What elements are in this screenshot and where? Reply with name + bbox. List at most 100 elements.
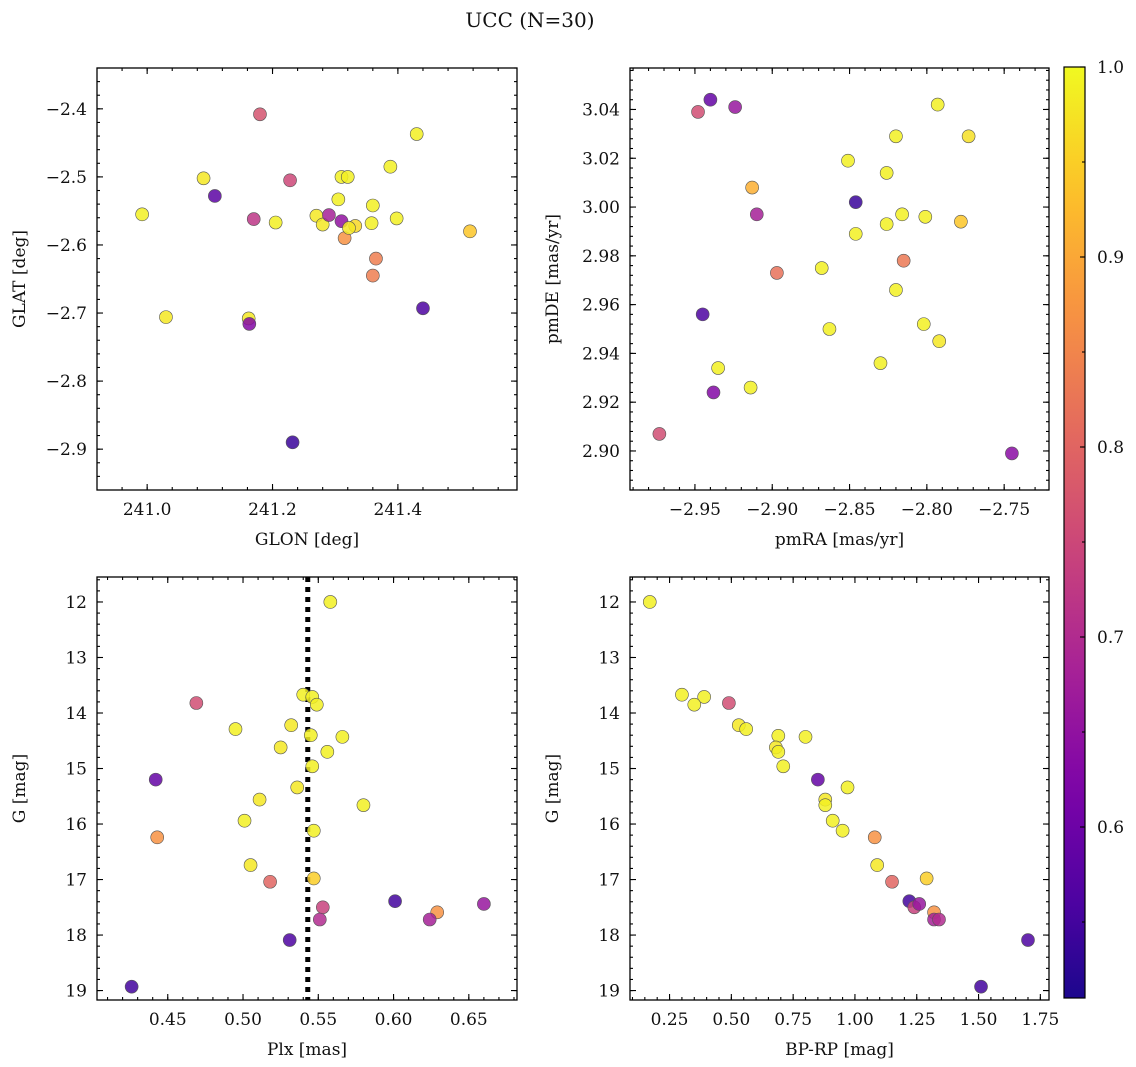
x-tick-label: 0.65: [450, 1010, 488, 1030]
axes-frame: [96, 67, 518, 491]
data-point: [366, 198, 380, 213]
colorbar-tick-label: 0.8: [1097, 438, 1124, 458]
y-tick-label: 18: [65, 926, 87, 946]
y-tick-label: 13: [598, 648, 620, 668]
data-point: [335, 730, 350, 744]
y-tick-label: 19: [65, 982, 87, 1002]
figure-title: UCC (N=30): [465, 8, 594, 32]
axes-frame: [629, 67, 1050, 491]
data-point: [366, 268, 380, 283]
data-point: [148, 772, 163, 787]
data-point: [150, 830, 165, 845]
y-axis-label: G [mag]: [10, 754, 30, 823]
y-tick-label: 13: [65, 648, 87, 668]
data-point: [268, 215, 283, 230]
data-point: [675, 687, 689, 702]
data-point: [932, 334, 947, 349]
data-point: [306, 823, 321, 838]
y-tick-label: −2.6: [46, 236, 87, 256]
data-point: [879, 217, 894, 231]
panel-plx-g: 0.45 0.50 0.55 0.60 0.65 12 13 14 15 16 17 18 19 Plx …: [10, 576, 518, 1060]
data-point: [263, 874, 277, 889]
x-tick-label: −2.90: [746, 500, 798, 520]
colorbar-gradient: [1063, 66, 1086, 999]
data-point: [306, 871, 321, 886]
y-tick-label: 2.96: [582, 296, 620, 316]
data-point: [818, 798, 833, 812]
x-tick-label: −2.85: [823, 500, 875, 520]
x-axis-label: GLON [deg]: [255, 530, 359, 550]
data-point: [873, 356, 888, 370]
data-point: [208, 189, 222, 203]
panel-bprp-g: 0.25 0.50 0.75 1.00 1.25 1.50 1.75 12 13 14 15 16 17…: [543, 576, 1059, 1060]
y-tick-label: −2.8: [46, 372, 87, 392]
x-tick-label: 241.4: [374, 500, 423, 520]
y-tick-label: 2.90: [582, 442, 620, 462]
data-point: [389, 211, 404, 226]
data-point: [870, 858, 884, 872]
data-point: [331, 192, 346, 207]
data-point: [305, 759, 320, 774]
y-tick-label: 12: [598, 593, 620, 613]
y-axis-label: G [mag]: [543, 754, 563, 823]
colorbar: 0.6 0.7 0.8 0.9 1.0: [1063, 58, 1124, 999]
x-tick-label: 1.25: [898, 1010, 936, 1030]
data-point: [322, 208, 336, 222]
data-point: [196, 171, 211, 186]
y-axis-label: GLAT [deg]: [10, 230, 30, 328]
x-tick-label: 0.75: [774, 1010, 812, 1030]
data-point: [316, 900, 330, 915]
data-point: [771, 745, 786, 759]
data-point: [416, 301, 430, 316]
x-axis-label: BP-RP [mag]: [785, 1040, 894, 1060]
data-point: [320, 745, 335, 759]
data-point: [340, 170, 355, 184]
y-tick-label: 19: [598, 982, 620, 1002]
data-point: [711, 361, 725, 375]
data-point: [303, 728, 318, 743]
x-axis-label: pmRA [mas/yr]: [775, 530, 904, 550]
y-tick-label: 14: [65, 704, 87, 724]
x-tick-label: 1.00: [836, 1010, 874, 1030]
data-point: [749, 207, 764, 222]
y-tick-label: −2.5: [46, 168, 87, 188]
panel-pmra-pmde: −2.95 −2.90 −2.85 −2.80 −2.75 2.90 2.92 2.94 2.9…: [543, 67, 1050, 550]
data-point: [477, 897, 491, 911]
y-axis-label: pmDE [mas/yr]: [543, 214, 563, 344]
y-tick-label: −2.9: [46, 440, 87, 460]
x-tick-label: 0.25: [651, 1010, 689, 1030]
colorbar-tick-label: 1.0: [1097, 58, 1124, 78]
data-point: [974, 979, 988, 994]
data-point: [745, 180, 759, 195]
data-point: [954, 214, 968, 229]
data-point: [835, 823, 850, 838]
colorbar-tick-label: 0.9: [1097, 248, 1124, 268]
y-tick-label: 3.04: [582, 100, 620, 120]
data-point: [309, 697, 324, 712]
panels: 241.0 241.2 241.4 −2.4 −2.5 −2.6 −2.7 −2.8 −2.9 G…: [10, 67, 1059, 1060]
data-point: [312, 912, 327, 927]
x-tick-label: −2.80: [901, 500, 953, 520]
y-tick-label: 12: [65, 593, 87, 613]
data-point: [342, 221, 356, 235]
data-point: [895, 207, 909, 222]
data-point: [722, 696, 736, 710]
data-point: [798, 730, 813, 744]
data-point: [282, 933, 297, 947]
data-point: [273, 740, 288, 755]
data-point: [930, 97, 945, 112]
data-point: [822, 322, 837, 336]
x-tick-label: 0.50: [224, 1010, 262, 1030]
data-point: [228, 722, 243, 736]
data-point: [323, 595, 338, 609]
data-point: [879, 166, 894, 180]
data-point: [652, 427, 667, 441]
data-point: [811, 772, 825, 787]
data-point: [706, 385, 721, 400]
y-tick-label: 16: [598, 815, 620, 835]
y-tick-label: 2.94: [582, 344, 620, 364]
axes-frame: [629, 576, 1050, 1001]
data-point: [246, 212, 261, 226]
data-point: [867, 830, 882, 845]
